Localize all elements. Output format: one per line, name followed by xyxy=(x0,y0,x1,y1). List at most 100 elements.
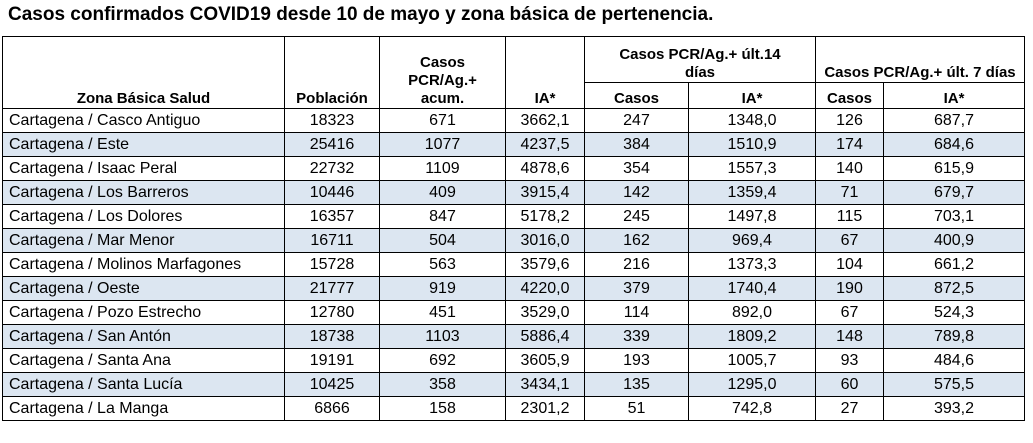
cell-poblacion: 18738 xyxy=(284,324,380,349)
cell-ia14: 1497,8 xyxy=(688,204,816,229)
table-row: Cartagena / Mar Menor 16711 504 3016,0 162 96… xyxy=(2,228,1025,253)
cell-ia7: 703,1 xyxy=(883,204,1025,229)
cell-casos7: 174 xyxy=(815,132,884,157)
cell-casos-acum: 1103 xyxy=(379,324,506,349)
cell-ia: 3579,6 xyxy=(505,252,585,277)
cell-casos14: 135 xyxy=(584,372,689,397)
cell-ia14: 1510,9 xyxy=(688,132,816,157)
table-row: Cartagena / Los Barreros 10446 409 3915,4 14… xyxy=(2,180,1025,205)
cell-ia7: 687,7 xyxy=(883,108,1025,133)
cell-ia7: 615,9 xyxy=(883,156,1025,181)
header-ia-7: IA* xyxy=(883,82,1025,109)
cell-casos14: 339 xyxy=(584,324,689,349)
cell-ia: 3662,1 xyxy=(505,108,585,133)
cell-ia: 4237,5 xyxy=(505,132,585,157)
cell-casos-acum: 671 xyxy=(379,108,506,133)
cell-zona: Cartagena / Oeste xyxy=(2,276,285,301)
cell-ia7: 575,5 xyxy=(883,372,1025,397)
header-group-14-line2: días xyxy=(684,64,715,81)
cell-ia: 3016,0 xyxy=(505,228,585,253)
cell-casos-acum: 1109 xyxy=(379,156,506,181)
cell-casos14: 245 xyxy=(584,204,689,229)
table-row: Cartagena / Molinos Marfagones 15728 563 35… xyxy=(2,252,1025,277)
cell-zona: Cartagena / Santa Ana xyxy=(2,348,285,373)
cell-casos7: 71 xyxy=(815,180,884,205)
cell-ia14: 1740,4 xyxy=(688,276,816,301)
header-group-7-spacer xyxy=(815,36,1025,60)
cell-ia: 4878,6 xyxy=(505,156,585,181)
table-body: Cartagena / Casco Antiguo 18323 671 3662,1 2… xyxy=(2,108,1025,421)
cell-ia: 2301,2 xyxy=(505,396,585,421)
cell-poblacion: 10446 xyxy=(284,180,380,205)
cell-casos7: 190 xyxy=(815,276,884,301)
header-group-14-line1: Casos PCR/Ag.+ últ.14 xyxy=(619,46,781,63)
header-casos-acum-line2: PCR/Ag.+ xyxy=(408,72,477,89)
cell-zona: Cartagena / Casco Antiguo xyxy=(2,108,285,133)
cell-zona: Cartagena / Mar Menor xyxy=(2,228,285,253)
cell-casos-acum: 919 xyxy=(379,276,506,301)
cell-poblacion: 21777 xyxy=(284,276,380,301)
cell-casos-acum: 563 xyxy=(379,252,506,277)
cell-zona: Cartagena / Este xyxy=(2,132,285,157)
cell-casos-acum: 358 xyxy=(379,372,506,397)
cell-casos-acum: 158 xyxy=(379,396,506,421)
header-ia: IA* xyxy=(505,36,585,109)
header-group-7-dias: Casos PCR/Ag.+ últ. 7 días xyxy=(815,60,1025,83)
cell-poblacion: 15728 xyxy=(284,252,380,277)
cell-casos7: 140 xyxy=(815,156,884,181)
table-row: Cartagena / Este 25416 1077 4237,5 384 1510,9… xyxy=(2,132,1025,157)
header-ia-14: IA* xyxy=(688,82,816,109)
cell-ia14: 1557,3 xyxy=(688,156,816,181)
cell-zona: Cartagena / Los Barreros xyxy=(2,180,285,205)
cell-poblacion: 19191 xyxy=(284,348,380,373)
cell-poblacion: 25416 xyxy=(284,132,380,157)
header-zona: Zona Básica Salud xyxy=(2,36,285,109)
cell-ia14: 1005,7 xyxy=(688,348,816,373)
cell-casos14: 379 xyxy=(584,276,689,301)
header-poblacion: Población xyxy=(284,36,380,109)
cell-ia7: 679,7 xyxy=(883,180,1025,205)
cell-casos14: 384 xyxy=(584,132,689,157)
cell-ia14: 892,0 xyxy=(688,300,816,325)
cell-zona: Cartagena / Los Dolores xyxy=(2,204,285,229)
cell-casos14: 162 xyxy=(584,228,689,253)
cell-casos14: 193 xyxy=(584,348,689,373)
cell-ia7: 524,3 xyxy=(883,300,1025,325)
cell-casos14: 247 xyxy=(584,108,689,133)
cell-ia: 3434,1 xyxy=(505,372,585,397)
cell-ia: 3605,9 xyxy=(505,348,585,373)
cell-casos14: 216 xyxy=(584,252,689,277)
cell-poblacion: 16711 xyxy=(284,228,380,253)
cell-casos-acum: 504 xyxy=(379,228,506,253)
cell-zona: Cartagena / Molinos Marfagones xyxy=(2,252,285,277)
header-casos-acum: Casos PCR/Ag.+ acum. xyxy=(379,36,506,109)
header-casos-acum-line3: acum. xyxy=(420,90,465,107)
cell-ia14: 1359,4 xyxy=(688,180,816,205)
cell-casos7: 60 xyxy=(815,372,884,397)
cell-casos7: 126 xyxy=(815,108,884,133)
table-row: Cartagena / Santa Ana 19191 692 3605,9 193 10… xyxy=(2,348,1025,373)
cell-casos14: 51 xyxy=(584,396,689,421)
cell-casos7: 93 xyxy=(815,348,884,373)
cell-ia14: 1348,0 xyxy=(688,108,816,133)
cell-poblacion: 12780 xyxy=(284,300,380,325)
cell-casos7: 148 xyxy=(815,324,884,349)
cell-poblacion: 10425 xyxy=(284,372,380,397)
cell-casos-acum: 847 xyxy=(379,204,506,229)
cell-casos7: 27 xyxy=(815,396,884,421)
cell-zona: Cartagena / La Manga xyxy=(2,396,285,421)
table-header: Zona Básica Salud Población Casos PCR/Ag… xyxy=(2,36,1025,109)
cell-poblacion: 16357 xyxy=(284,204,380,229)
cell-ia7: 684,6 xyxy=(883,132,1025,157)
table-row: Cartagena / La Manga 6866 158 2301,2 51 742,8… xyxy=(2,396,1025,421)
cell-casos14: 354 xyxy=(584,156,689,181)
header-casos-acum-line1: Casos xyxy=(419,54,466,71)
table-row: Cartagena / Los Dolores 16357 847 5178,2 245… xyxy=(2,204,1025,229)
cell-casos-acum: 1077 xyxy=(379,132,506,157)
cell-ia: 4220,0 xyxy=(505,276,585,301)
cell-casos-acum: 692 xyxy=(379,348,506,373)
cell-ia7: 661,2 xyxy=(883,252,1025,277)
cell-poblacion: 6866 xyxy=(284,396,380,421)
cell-casos-acum: 409 xyxy=(379,180,506,205)
cell-casos14: 114 xyxy=(584,300,689,325)
